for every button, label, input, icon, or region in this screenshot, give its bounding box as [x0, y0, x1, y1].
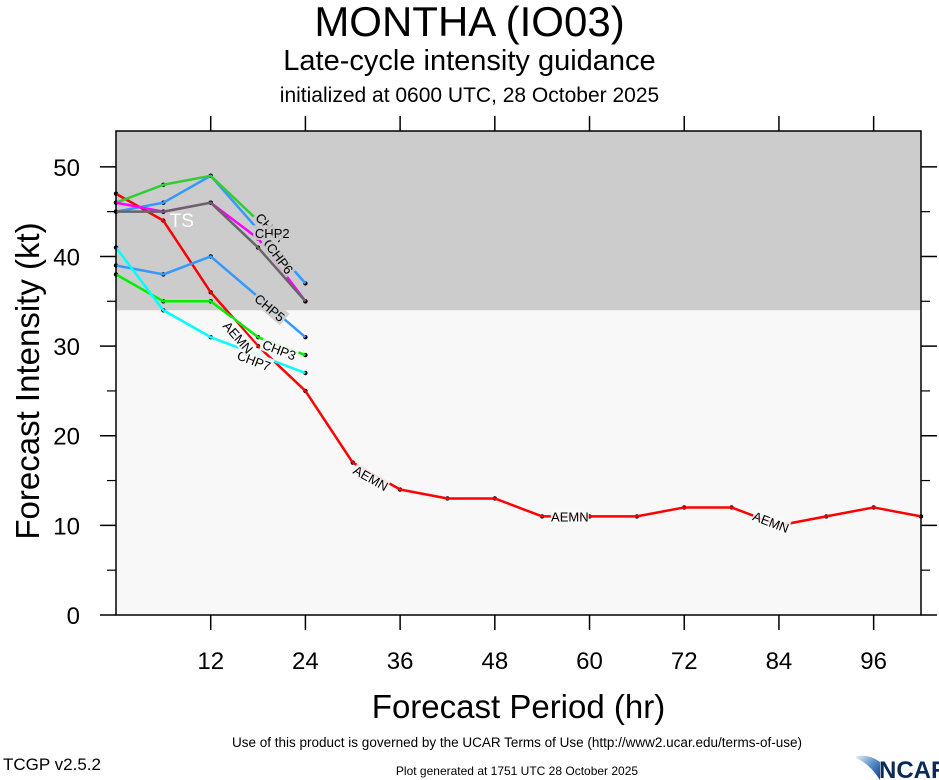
x-tick-label: 96 [860, 648, 887, 675]
ts-band-label: TS [170, 211, 194, 232]
series-line-chp2 [115, 174, 259, 222]
series-label-mask [263, 238, 298, 278]
y-tick-label: 0 [67, 603, 80, 630]
y-tick-label: 30 [53, 334, 80, 361]
axis-layer: 12 24 36 48 60 72 84 96 0 10 20 30 40 50 [53, 116, 937, 675]
chart-title: MONTHA (IO03) [314, 0, 625, 45]
chart-subtitle: Late-cycle intensity guidance [283, 45, 656, 77]
plot-generated-time: Plot generated at 1751 UTC 28 October 20… [395, 764, 639, 778]
ncar-logo-text: NCAR [879, 757, 939, 780]
series-label-aemn: AEMN [551, 509, 589, 524]
series-label-mask [259, 335, 300, 363]
series-label-chp2: CHP2 [255, 226, 290, 241]
x-tick-label: 72 [671, 648, 698, 675]
x-axis-label: Forecast Period (hr) [372, 688, 665, 725]
x-tick-label: 24 [292, 648, 319, 675]
x-tick-label: 36 [387, 648, 414, 675]
ncar-swoosh-icon [856, 755, 880, 780]
plot-frame [115, 130, 922, 616]
y-tick-label: 10 [53, 513, 80, 540]
series-label-mask [350, 461, 392, 494]
series-line-chp4 [116, 201, 307, 303]
series-label-mask [550, 508, 589, 524]
y-tick-label: 50 [53, 155, 80, 182]
series-label-mask [253, 225, 292, 241]
tropical-storm-band [116, 131, 921, 311]
x-tick-label: 48 [481, 648, 508, 675]
terms-of-use-notice: Use of this product is governed by the U… [232, 735, 802, 750]
series-label-group: AEMN [550, 508, 589, 524]
series-label-mask [220, 317, 257, 357]
y-tick-label: 20 [53, 424, 80, 451]
y-tick-label: 40 [53, 244, 80, 271]
x-tick-label: 60 [576, 648, 603, 675]
series-label-group: CHP2 [253, 225, 292, 241]
ncar-logo: NCAR [856, 755, 939, 780]
init-time-line: initialized at 0600 UTC, 28 October 2025 [279, 84, 660, 107]
version-label: TCGP v2.5.2 [3, 755, 101, 774]
y-axis-label: Forecast Intensity (kt) [9, 222, 46, 539]
series-label-mask [750, 507, 792, 536]
x-tick-label: 12 [197, 648, 224, 675]
series-label-mask [250, 289, 290, 326]
x-tick-label: 84 [766, 648, 793, 675]
